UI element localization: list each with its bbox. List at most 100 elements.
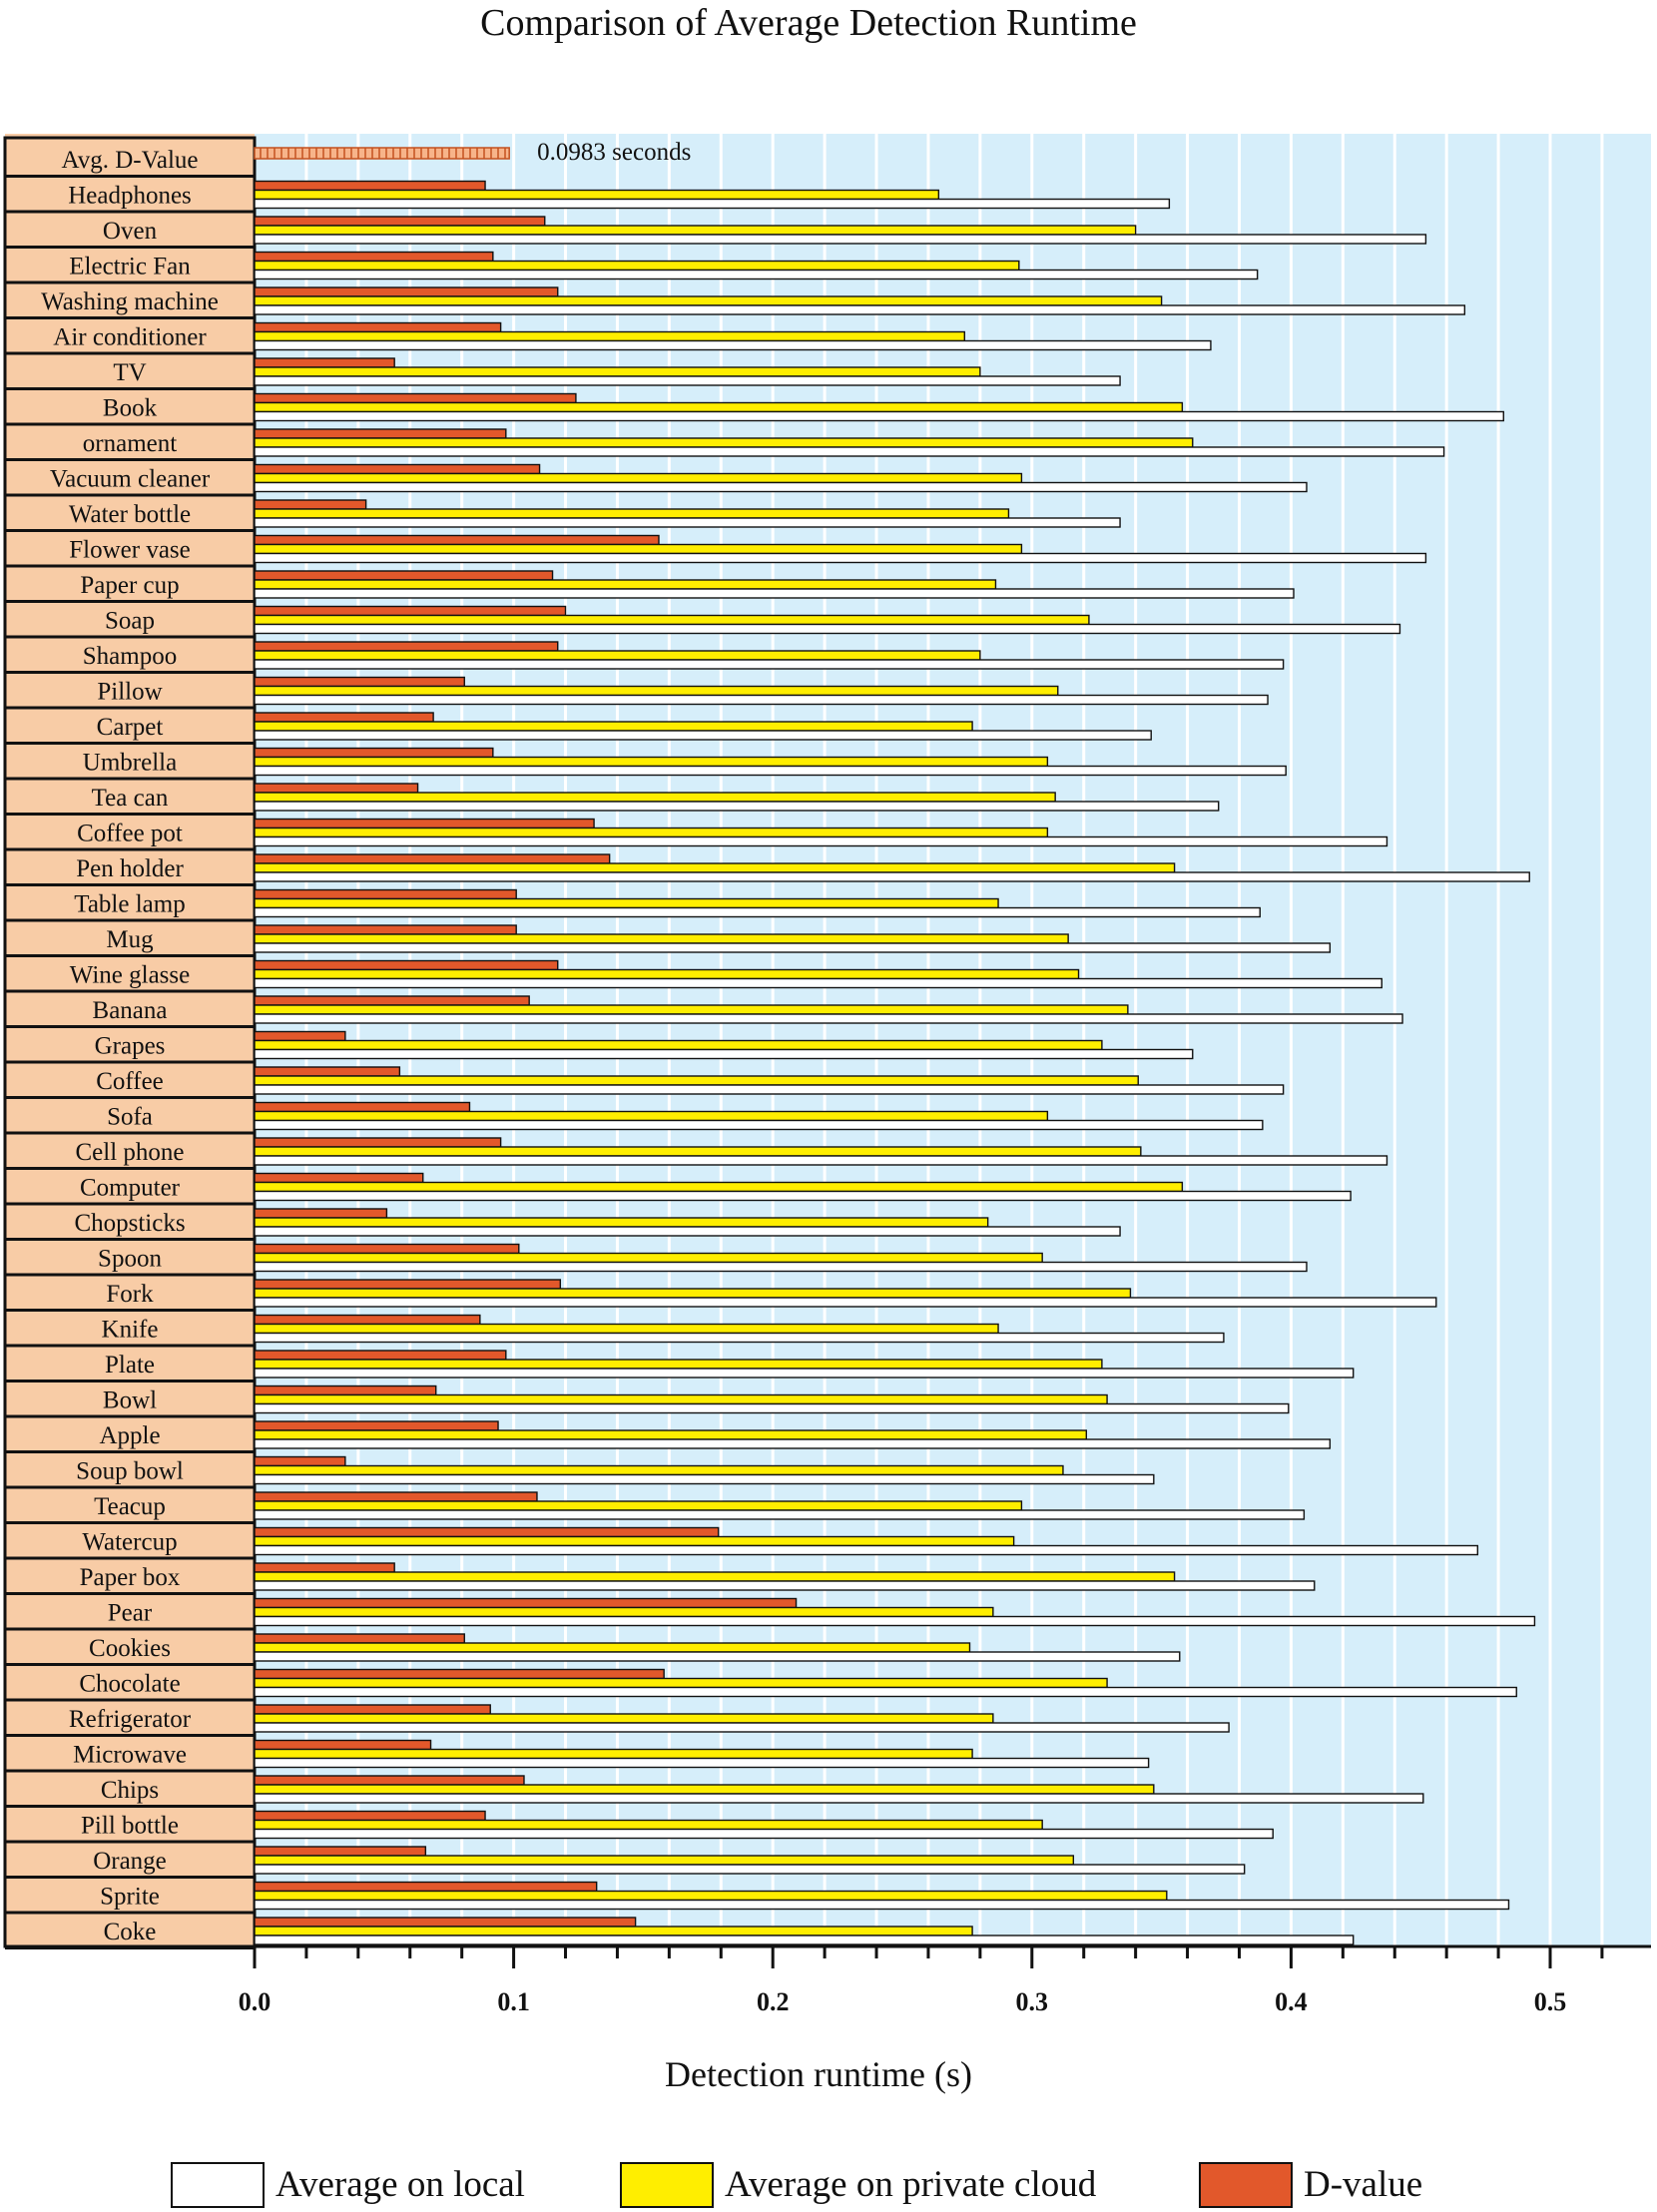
category-label: Bowl <box>103 1386 157 1413</box>
legend-label: Average on private cloud <box>725 2164 1097 2205</box>
legend-swatch <box>1199 2162 1293 2208</box>
bar-average-on-local <box>254 659 1285 670</box>
bar-d-value <box>254 1350 507 1361</box>
category-label: Air conditioner <box>53 323 207 350</box>
bar-average-on-private-cloud <box>254 1217 989 1228</box>
category-label: Oven <box>103 218 158 245</box>
bar-average-on-local <box>254 942 1332 953</box>
bar-average-on-private-cloud <box>254 614 1090 626</box>
category-label: Wine glasse <box>70 961 190 988</box>
legend-swatch <box>171 2162 265 2208</box>
bar-average-on-local <box>254 1899 1510 1911</box>
bar-average-on-private-cloud <box>254 1323 999 1335</box>
bar-average-on-local <box>254 1402 1290 1414</box>
bar-average-on-private-cloud <box>254 721 973 732</box>
category-label: ornament <box>83 430 177 457</box>
x-tick-label: 0.0 <box>239 1987 272 2016</box>
bar-d-value <box>254 1597 798 1609</box>
bar-average-on-private-cloud <box>254 792 1056 803</box>
category-label: Sofa <box>107 1103 153 1130</box>
category-label: Electric Fan <box>69 253 191 279</box>
bar-average-on-private-cloud <box>254 1606 994 1618</box>
category-label: Umbrella <box>83 749 177 776</box>
bar-d-value <box>254 1775 525 1786</box>
x-tick-label: 0.2 <box>757 1987 790 2016</box>
bar-average-on-private-cloud <box>254 1500 1023 1511</box>
x-axis-label: Detection runtime (s) <box>665 2054 972 2094</box>
bar-average-on-private-cloud <box>254 437 1194 448</box>
x-tick-label: 0.5 <box>1534 1987 1567 2016</box>
category-label-column: Avg. D-Value Headphones Oven Electric Fan Wa… <box>3 134 257 1949</box>
bar-average-on-private-cloud <box>254 1429 1088 1440</box>
bar-d-value <box>254 924 517 935</box>
bar-average-on-local <box>254 1828 1274 1840</box>
category-label: Fork <box>106 1281 154 1308</box>
bar-average-on-private-cloud <box>254 1677 1108 1689</box>
bar-average-on-private-cloud <box>254 827 1049 838</box>
bar-average-on-private-cloud <box>254 862 1176 873</box>
bar-d-value <box>254 570 554 581</box>
bar-average-on-private-cloud <box>254 508 1010 519</box>
category-label: Pen holder <box>76 855 184 882</box>
category-label: Orange <box>93 1848 167 1875</box>
bar-average-on-private-cloud <box>254 543 1023 555</box>
bar-average-on-local <box>254 269 1259 280</box>
category-label: Cell phone <box>75 1139 184 1166</box>
bar-average-on-local <box>254 1190 1352 1202</box>
bar-average-on-private-cloud <box>254 1855 1075 1866</box>
category-label: Microwave <box>73 1741 187 1768</box>
category-label: Pill bottle <box>81 1812 179 1839</box>
bar-average-on-local <box>254 552 1427 564</box>
category-label: Apple <box>99 1422 160 1449</box>
bar-d-value <box>254 1526 720 1538</box>
bar-d-value <box>254 251 494 263</box>
bar-average-on-local <box>254 1615 1536 1627</box>
bar-d-value <box>254 1633 465 1644</box>
bar-average-on-local <box>254 835 1388 847</box>
bar-average-on-private-cloud <box>254 650 981 661</box>
bar-average-on-local <box>254 1651 1181 1662</box>
bar-average-on-local <box>254 1119 1264 1131</box>
bar-d-value <box>254 499 367 510</box>
bar-average-on-private-cloud <box>254 295 1163 306</box>
bar-d-value <box>254 959 559 971</box>
category-label: Pillow <box>97 678 162 705</box>
bar-average-on-private-cloud <box>254 1713 994 1724</box>
bar-d-value <box>254 853 611 864</box>
bar-average-on-local <box>254 1686 1517 1698</box>
bar-d-value <box>254 783 419 794</box>
category-label: Paper box <box>80 1564 181 1591</box>
category-label: Vacuum cleaner <box>50 465 211 492</box>
bar-d-value <box>254 428 507 439</box>
category-label: Banana <box>93 997 168 1024</box>
bar-average-on-local <box>254 1722 1230 1733</box>
bar-average-on-private-cloud <box>254 1110 1049 1122</box>
category-label: Shampoo <box>83 643 177 670</box>
bar-average-on-private-cloud <box>254 1393 1108 1405</box>
category-label: Cookies <box>89 1635 171 1662</box>
bar-average-on-private-cloud <box>254 1784 1155 1795</box>
category-label: Knife <box>102 1316 159 1343</box>
bar-d-value <box>254 747 494 759</box>
bar-d-value <box>254 180 486 192</box>
bar-d-value <box>254 1314 481 1326</box>
bar-average-on-local <box>254 977 1382 989</box>
bar-average-on-private-cloud <box>254 1890 1168 1902</box>
legend-label: Average on local <box>276 2164 525 2205</box>
bar-average-on-local <box>254 1297 1437 1308</box>
bar-average-on-private-cloud <box>254 1571 1176 1582</box>
bar-average-on-local <box>254 801 1220 812</box>
bar-average-on-private-cloud <box>254 1535 1015 1547</box>
bar-d-value <box>254 1208 388 1219</box>
category-label: Table lamp <box>74 890 185 917</box>
category-label: Watercup <box>82 1528 177 1555</box>
bar-average-on-local <box>254 730 1152 741</box>
bar-average-on-private-cloud <box>254 1642 971 1653</box>
bar-d-value <box>254 321 502 333</box>
bar-average-on-private-cloud <box>254 1039 1103 1051</box>
bar-average-on-local <box>254 1084 1285 1095</box>
bar-average-on-local <box>254 410 1504 422</box>
category-label: Chopsticks <box>74 1210 185 1237</box>
bar-average-on-private-cloud <box>254 260 1020 272</box>
category-label: Soup bowl <box>76 1457 184 1484</box>
